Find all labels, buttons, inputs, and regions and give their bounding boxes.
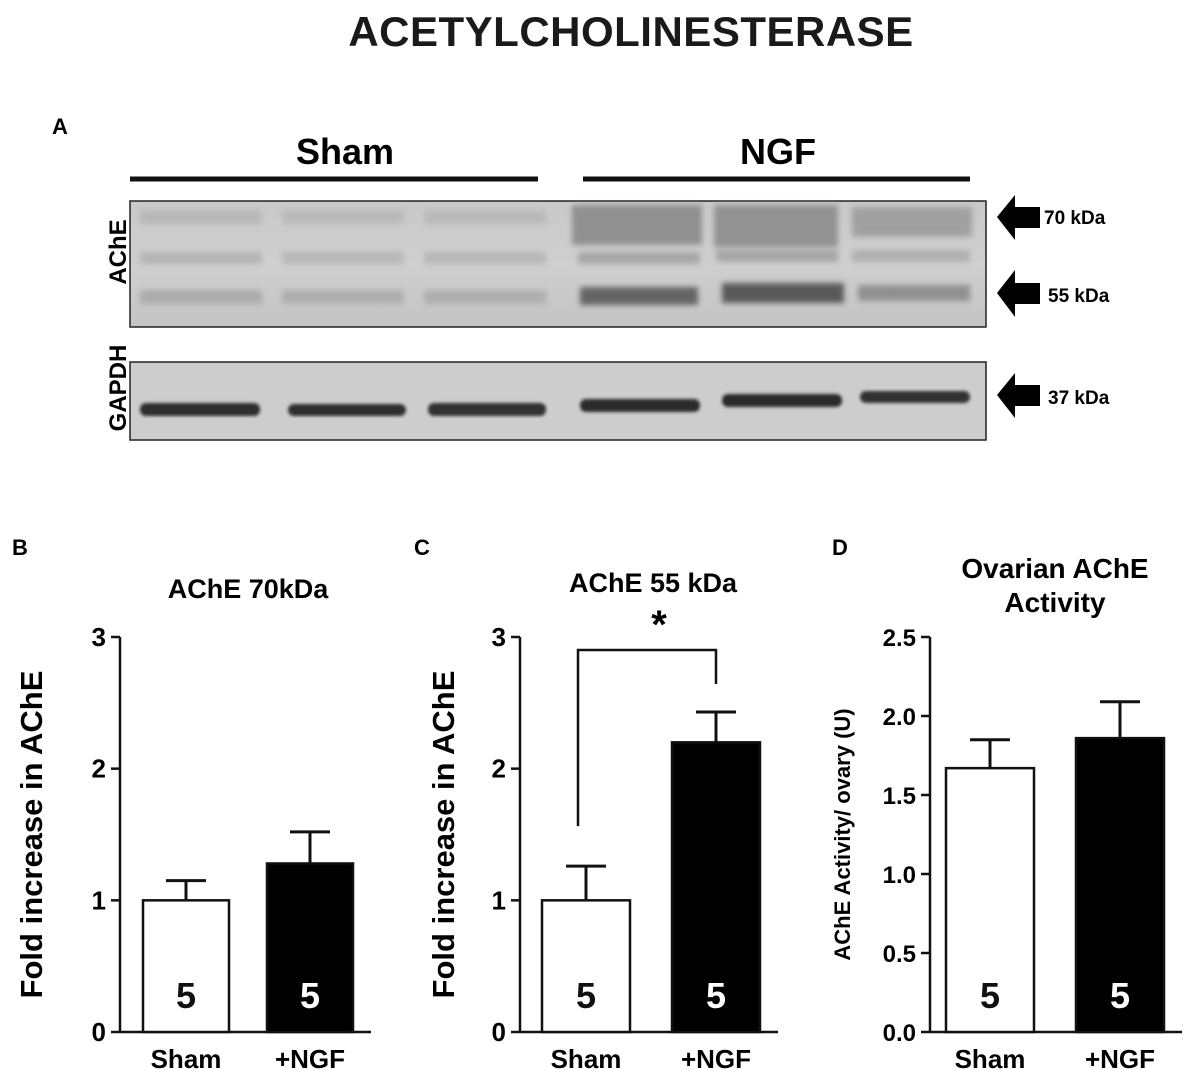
chart-panel-d: D Ovarian AChE Activity AChE Activity/ ovar… bbox=[830, 535, 1182, 1070]
x-tick-label: +NGF bbox=[681, 1044, 751, 1070]
n-label: 5 bbox=[1110, 975, 1130, 1016]
y-tick-label: 1.0 bbox=[883, 862, 916, 889]
group-label-ngf: NGF bbox=[740, 131, 816, 172]
arrow-left-icon bbox=[997, 195, 1040, 240]
x-tick-label: +NGF bbox=[1085, 1044, 1155, 1070]
chart-title: Ovarian AChE Activity bbox=[961, 553, 1148, 618]
gapdh-blot-image bbox=[129, 361, 987, 441]
y-tick-label: 0 bbox=[92, 1017, 106, 1047]
bar-sham bbox=[141, 899, 231, 1034]
y-tick-label: 0.0 bbox=[883, 1020, 916, 1047]
panel-a-label: A bbox=[52, 114, 68, 139]
western-blot-panel: A Sham NGF bbox=[52, 114, 1110, 441]
chart-panel-b: B AChE 70kDa Fold increase in AChE 0 1 2 3 5 Sha… bbox=[12, 535, 371, 1070]
group-label-sham: Sham bbox=[296, 131, 394, 172]
y-tick-label: 3 bbox=[92, 622, 106, 652]
panel-label: C bbox=[414, 535, 430, 560]
n-label: 5 bbox=[980, 975, 1000, 1016]
chart-panel-c: C AChE 55 kDa Fold increase in AChE 0 1 2 3 5 Sh… bbox=[414, 535, 778, 1070]
n-label: 5 bbox=[576, 975, 596, 1016]
y-axis-label: Fold increase in AChE bbox=[426, 671, 461, 999]
row-label-ache: AChE bbox=[105, 219, 132, 284]
y-axis-label: AChE Activity/ ovary (U) bbox=[830, 708, 855, 960]
y-tick-label: 2 bbox=[92, 754, 106, 784]
y-tick-label: 1 bbox=[492, 885, 506, 915]
n-label: 5 bbox=[300, 975, 320, 1016]
significance-star: * bbox=[651, 603, 667, 647]
panel-label: D bbox=[832, 535, 848, 560]
bar-ngf bbox=[670, 741, 762, 1034]
marker-55kda: 55 kDa bbox=[1048, 286, 1110, 307]
figure-title: ACETYLCHOLINESTERASE bbox=[348, 8, 914, 55]
y-tick-label: 0.5 bbox=[883, 941, 916, 968]
y-tick-label: 3 bbox=[492, 622, 506, 652]
y-tick-label: 1.5 bbox=[883, 783, 916, 810]
panel-label: B bbox=[12, 535, 28, 560]
x-tick-label: Sham bbox=[151, 1044, 222, 1070]
arrow-left-icon bbox=[997, 373, 1040, 418]
y-tick-label: 2 bbox=[492, 754, 506, 784]
y-axis-label: Fold increase in AChE bbox=[14, 671, 49, 999]
y-tick-label: 1 bbox=[92, 885, 106, 915]
chart-title: AChE 70kDa bbox=[168, 574, 330, 604]
bar-sham bbox=[540, 899, 632, 1034]
y-tick-label: 0 bbox=[492, 1017, 506, 1047]
ache-blot-image bbox=[129, 200, 987, 328]
significance-bracket bbox=[576, 648, 718, 827]
row-label-gapdh: GAPDH bbox=[105, 345, 132, 432]
bar-sham bbox=[944, 766, 1036, 1034]
y-tick-label: 2.0 bbox=[883, 704, 916, 731]
bar-ngf bbox=[1074, 736, 1166, 1034]
bar-ngf bbox=[265, 862, 355, 1034]
x-tick-label: Sham bbox=[551, 1044, 622, 1070]
chart-title: AChE 55 kDa bbox=[569, 568, 738, 598]
n-label: 5 bbox=[706, 975, 726, 1016]
y-tick-label: 2.5 bbox=[883, 625, 916, 652]
marker-37kda: 37 kDa bbox=[1048, 388, 1110, 409]
n-label: 5 bbox=[176, 975, 196, 1016]
marker-70kda: 70 kDa bbox=[1044, 208, 1106, 229]
arrow-left-icon bbox=[997, 270, 1040, 317]
x-tick-label: +NGF bbox=[275, 1044, 345, 1070]
x-tick-label: Sham bbox=[955, 1044, 1026, 1070]
